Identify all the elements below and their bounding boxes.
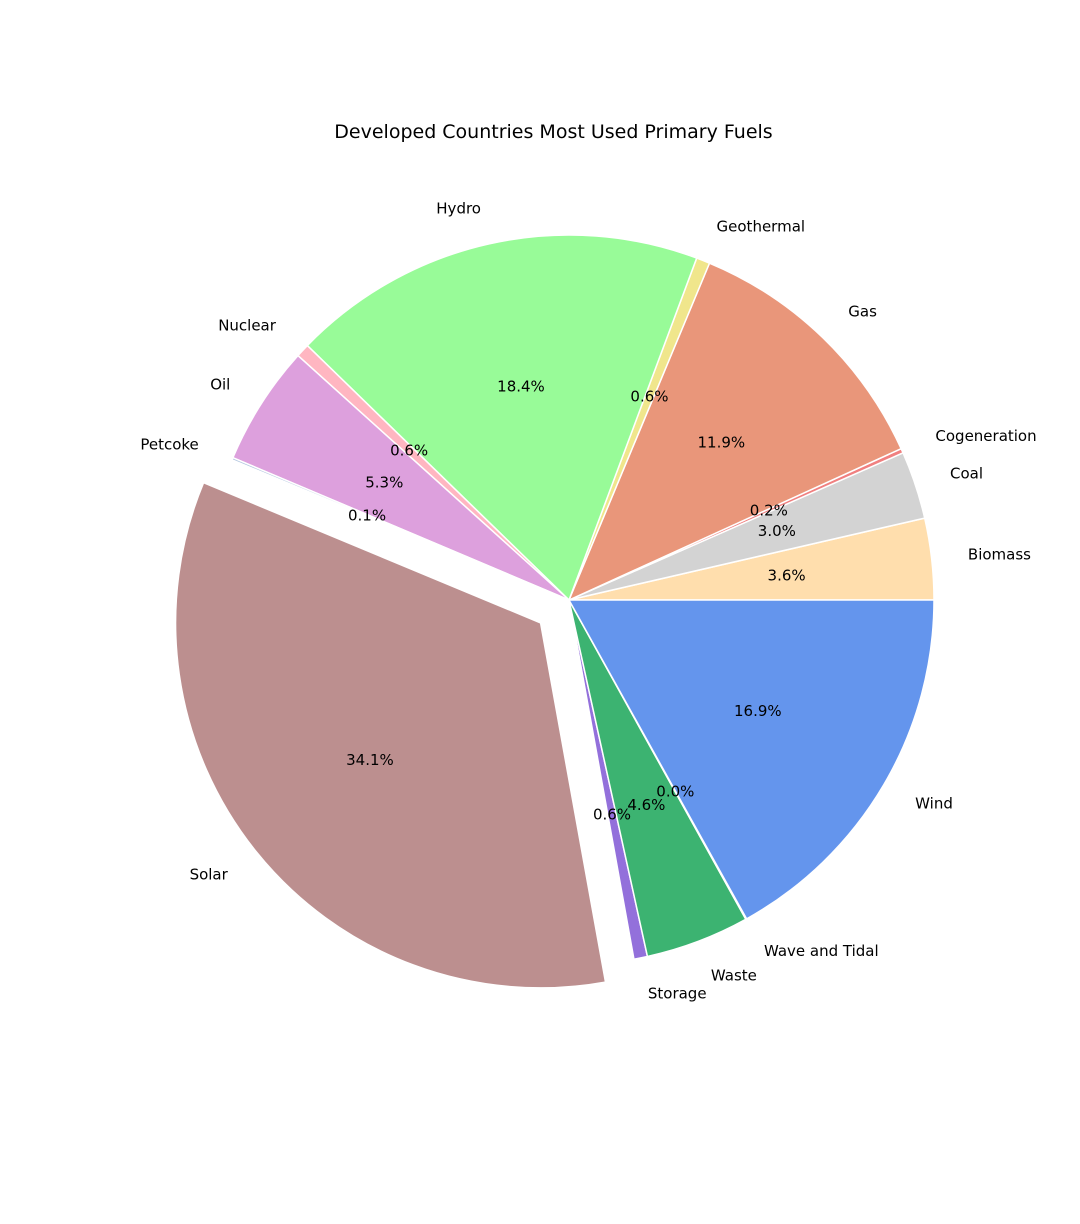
slice-percent-cogeneration: 0.2%: [750, 501, 788, 519]
slice-percent-geothermal: 0.6%: [630, 387, 668, 405]
pie-slice-gas: [568, 262, 902, 601]
slice-label-wind: Wind: [915, 794, 953, 812]
slice-label-waste: Waste: [711, 967, 757, 985]
slice-label-gas: Gas: [848, 303, 877, 321]
slice-label-solar: Solar: [190, 866, 229, 884]
slice-label-wave-and-tidal: Wave and Tidal: [764, 942, 879, 960]
slice-percent-petcoke: 0.1%: [348, 506, 386, 524]
slice-percent-gas: 11.9%: [698, 434, 746, 452]
slice-label-oil: Oil: [210, 375, 230, 393]
slice-label-hydro: Hydro: [436, 199, 481, 217]
pie-slice-hydro: [306, 234, 698, 601]
slice-percent-biomass: 3.6%: [768, 566, 806, 584]
slice-percent-storage: 0.6%: [593, 806, 631, 824]
slice-percent-coal: 3.0%: [758, 522, 796, 540]
slice-percent-wind: 16.9%: [734, 702, 782, 720]
slice-label-cogeneration: Cogeneration: [935, 427, 1036, 445]
pie-slice-wind: [568, 599, 935, 920]
slice-percent-oil: 5.3%: [365, 473, 403, 491]
slice-label-petcoke: Petcoke: [140, 436, 198, 454]
pie-slice-petcoke: [231, 456, 570, 601]
slice-label-biomass: Biomass: [968, 546, 1031, 564]
pie-slice-solar: [174, 481, 607, 989]
slice-percent-hydro: 18.4%: [497, 377, 545, 395]
chart-title: Developed Countries Most Used Primary Fu…: [334, 121, 773, 143]
slice-label-geothermal: Geothermal: [717, 218, 806, 236]
slice-percent-waste: 4.6%: [627, 796, 665, 814]
slice-percent-solar: 34.1%: [346, 751, 394, 769]
slice-label-nuclear: Nuclear: [218, 317, 277, 335]
slice-label-storage: Storage: [648, 985, 707, 1003]
slice-label-coal: Coal: [950, 464, 983, 482]
slice-percent-wave-and-tidal: 0.0%: [656, 782, 694, 800]
slice-percent-nuclear: 0.6%: [390, 441, 428, 459]
